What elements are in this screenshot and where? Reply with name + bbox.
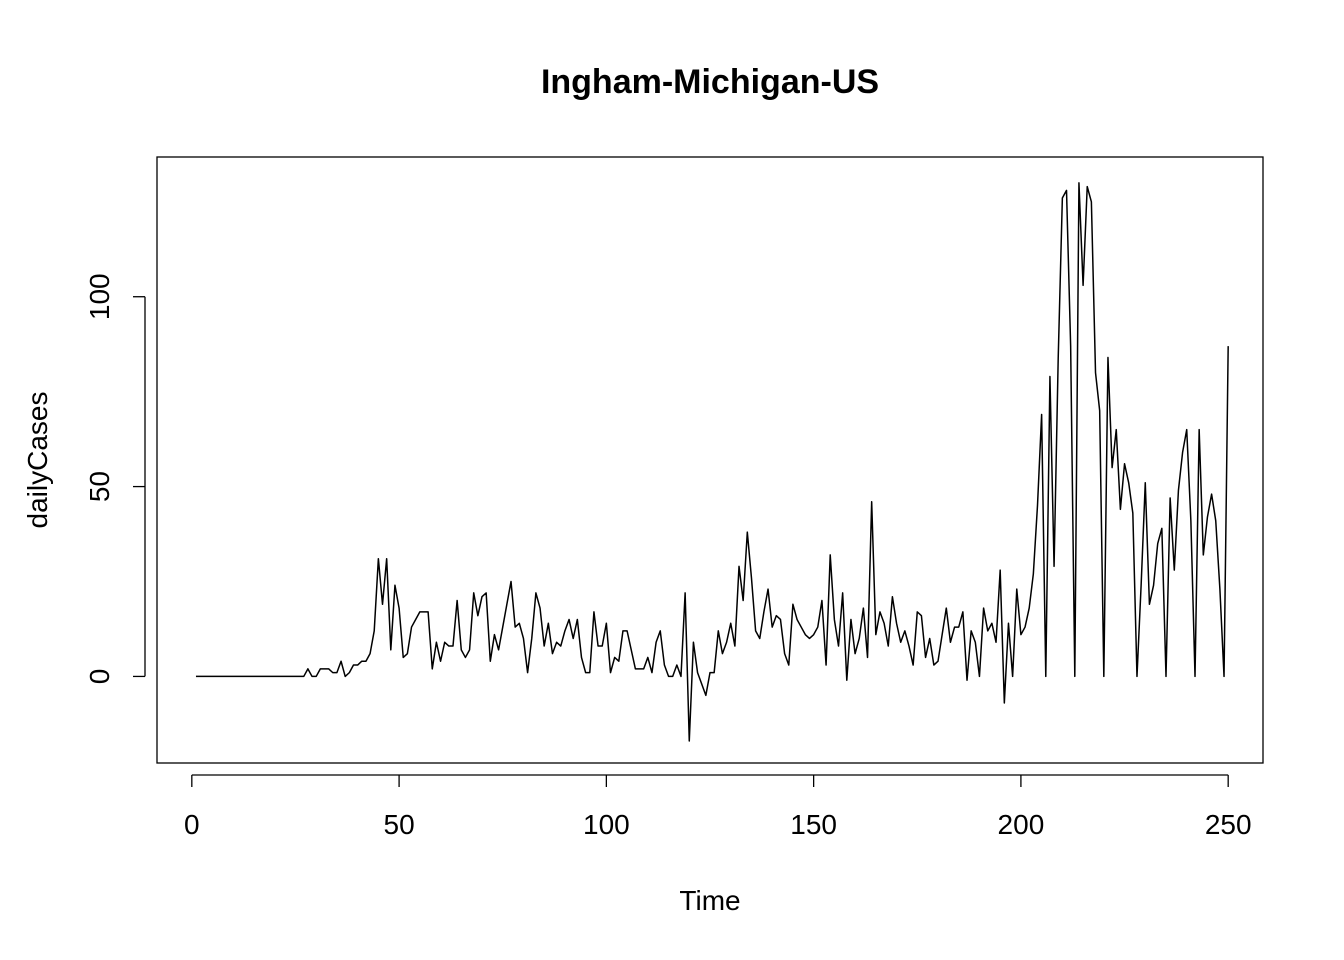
y-axis: 0 50 100 bbox=[84, 273, 146, 685]
x-axis-label: Time bbox=[679, 885, 740, 916]
x-tick-label: 200 bbox=[998, 809, 1045, 840]
plot-frame bbox=[156, 156, 1264, 764]
chart-title: Ingham-Michigan-US bbox=[541, 63, 879, 101]
x-tick-label: 100 bbox=[583, 809, 630, 840]
daily-cases-line bbox=[195, 182, 1229, 742]
y-tick-label: 50 bbox=[84, 471, 115, 502]
y-tick-label: 0 bbox=[84, 669, 115, 685]
x-tick-label: 250 bbox=[1205, 809, 1252, 840]
x-axis: 0 50 100 150 200 250 bbox=[184, 774, 1252, 840]
x-tick-label: 150 bbox=[790, 809, 837, 840]
y-axis-label: dailyCases bbox=[22, 392, 53, 529]
y-tick-label: 100 bbox=[84, 273, 115, 320]
x-tick-label: 0 bbox=[184, 809, 200, 840]
x-tick-label: 50 bbox=[384, 809, 415, 840]
